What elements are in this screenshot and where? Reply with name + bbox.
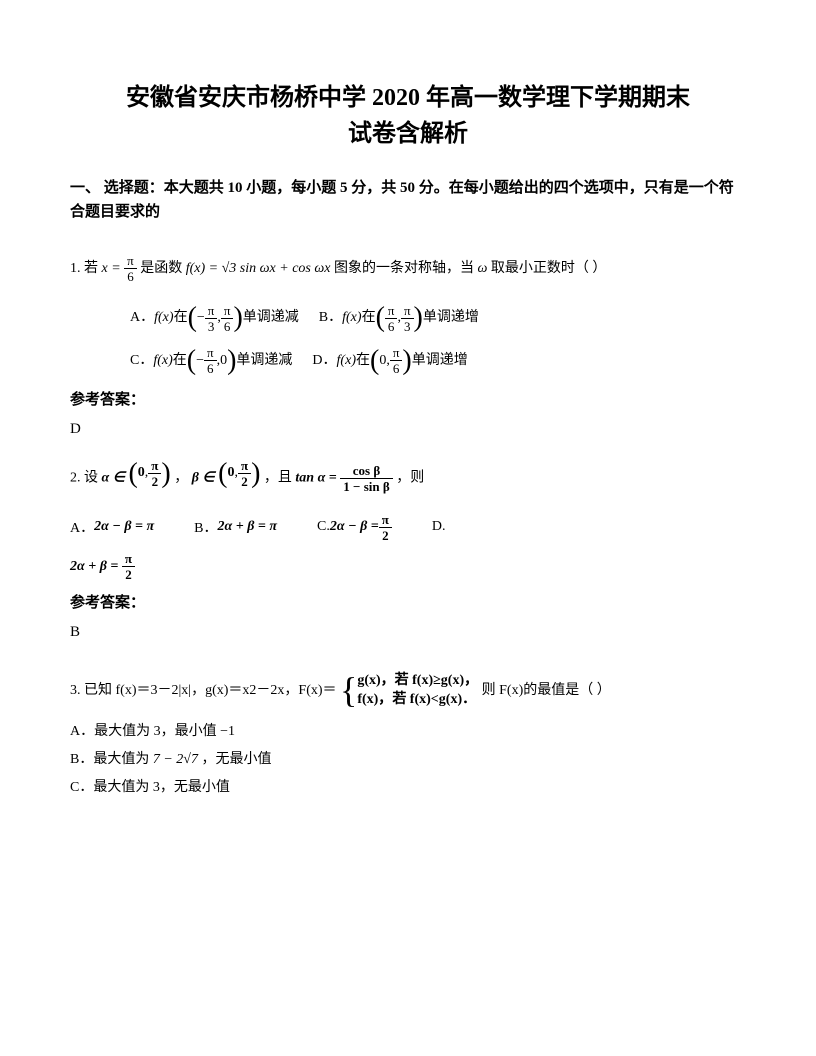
q2-prefix: 2. 设 — [70, 471, 102, 486]
q1-fx-expr: f(x) = √3 sin ωx + cos ωx — [186, 261, 331, 276]
q2-option-c: C. 2α − β = π2 — [317, 513, 392, 542]
q2-option-d: D. — [432, 519, 446, 535]
q3-choices: A．最大值为 3，最小值 −1 B．最大值为 7 − 2√7 ，无最小值 C．最… — [70, 718, 746, 802]
q1-x-eq: x = — [102, 261, 125, 276]
q2-beta: β ∈ — [192, 471, 215, 486]
q2-options: A． 2α − β = π B． 2α + β = π C. 2α − β = … — [70, 513, 746, 542]
q2-answer-label: 参考答案： — [70, 591, 746, 612]
q2-interval1: ( 0 , π2 ) — [128, 458, 170, 489]
q3-option-c: C．最大值为 3，无最小值 — [70, 774, 746, 802]
q3-suffix: 则 F(x)的最值是（ ） — [482, 682, 611, 697]
q1-frac-pi6: π 6 — [124, 254, 137, 283]
q1-mid3: 取最小正数时（ ） — [491, 261, 607, 276]
question-2: 2. 设 α ∈ ( 0 , π2 ) ， β ∈ ( 0 , π2 ) ，且 … — [70, 458, 746, 494]
q1-answer-label: 参考答案： — [70, 388, 746, 409]
q2-option-a: A． 2α − β = π — [70, 517, 154, 537]
title-line1: 安徽省安庆市杨桥中学 2020 年高一数学理下学期期末 — [70, 80, 746, 116]
q1-option-d: D． f(x) 在 ( 0 , π6 ) 单调递增 — [312, 346, 467, 377]
q2-tan: tan α = — [295, 471, 340, 486]
q1-omega: ω — [477, 261, 487, 276]
q3-option-a: A．最大值为 3，最小值 −1 — [70, 718, 746, 746]
q1-prefix: 1. 若 — [70, 261, 102, 276]
q2-option-d-expr: 2α + β = π2 — [70, 552, 746, 583]
q1-mid2: 图象的一条对称轴，当 — [334, 261, 478, 276]
exam-title: 安徽省安庆市杨桥中学 2020 年高一数学理下学期期末 试卷含解析 — [70, 80, 746, 152]
section-heading: 一、 选择题：本大题共 10 小题，每小题 5 分，共 50 分。在每小题给出的… — [70, 176, 746, 224]
q2-interval2: ( 0 , π2 ) — [218, 458, 260, 489]
q1-optC-interval: ( − π6 , 0 ) — [187, 346, 237, 377]
q2-alpha: α ∈ — [102, 471, 125, 486]
q1-answer: D — [70, 421, 746, 438]
q1-option-b: B． f(x) 在 ( π6 , π3 ) 单调递增 — [319, 303, 479, 334]
q1-optB-interval: ( π6 , π3 ) — [376, 303, 423, 334]
q1-option-a: A． f(x) 在 ( − π3 , π6 ) 单调递减 — [130, 303, 299, 334]
q2-frac: cos β 1 − sin β — [340, 464, 392, 493]
question-1: 1. 若 x = π 6 是函数 f(x) = √3 sin ωx + cos … — [70, 254, 746, 285]
q3-option-b: B．最大值为 7 − 2√7 ，无最小值 — [70, 746, 746, 774]
q3-prefix: 3. 已知 f(x)＝3－2|x|，g(x)＝x2－2x，F(x)＝ — [70, 682, 337, 697]
title-line2: 试卷含解析 — [70, 116, 746, 152]
q2-option-b: B． 2α + β = π — [194, 517, 277, 537]
q1-options: A． f(x) 在 ( − π3 , π6 ) 单调递减 B． f(x) 在 (… — [70, 303, 746, 377]
q2-answer: B — [70, 624, 746, 641]
q1-optA-interval: ( − π3 , π6 ) — [188, 303, 243, 334]
q1-mid1: 是函数 — [140, 261, 186, 276]
q3-brace: { g(x)，若 f(x)≥g(x)， f(x)，若 f(x)<g(x)． — [340, 671, 478, 710]
q1-option-c: C． f(x) 在 ( − π6 , 0 ) 单调递减 — [130, 346, 292, 377]
q1-optD-interval: ( 0 , π6 ) — [370, 346, 412, 377]
question-3: 3. 已知 f(x)＝3－2|x|，g(x)＝x2－2x，F(x)＝ { g(x… — [70, 671, 746, 710]
